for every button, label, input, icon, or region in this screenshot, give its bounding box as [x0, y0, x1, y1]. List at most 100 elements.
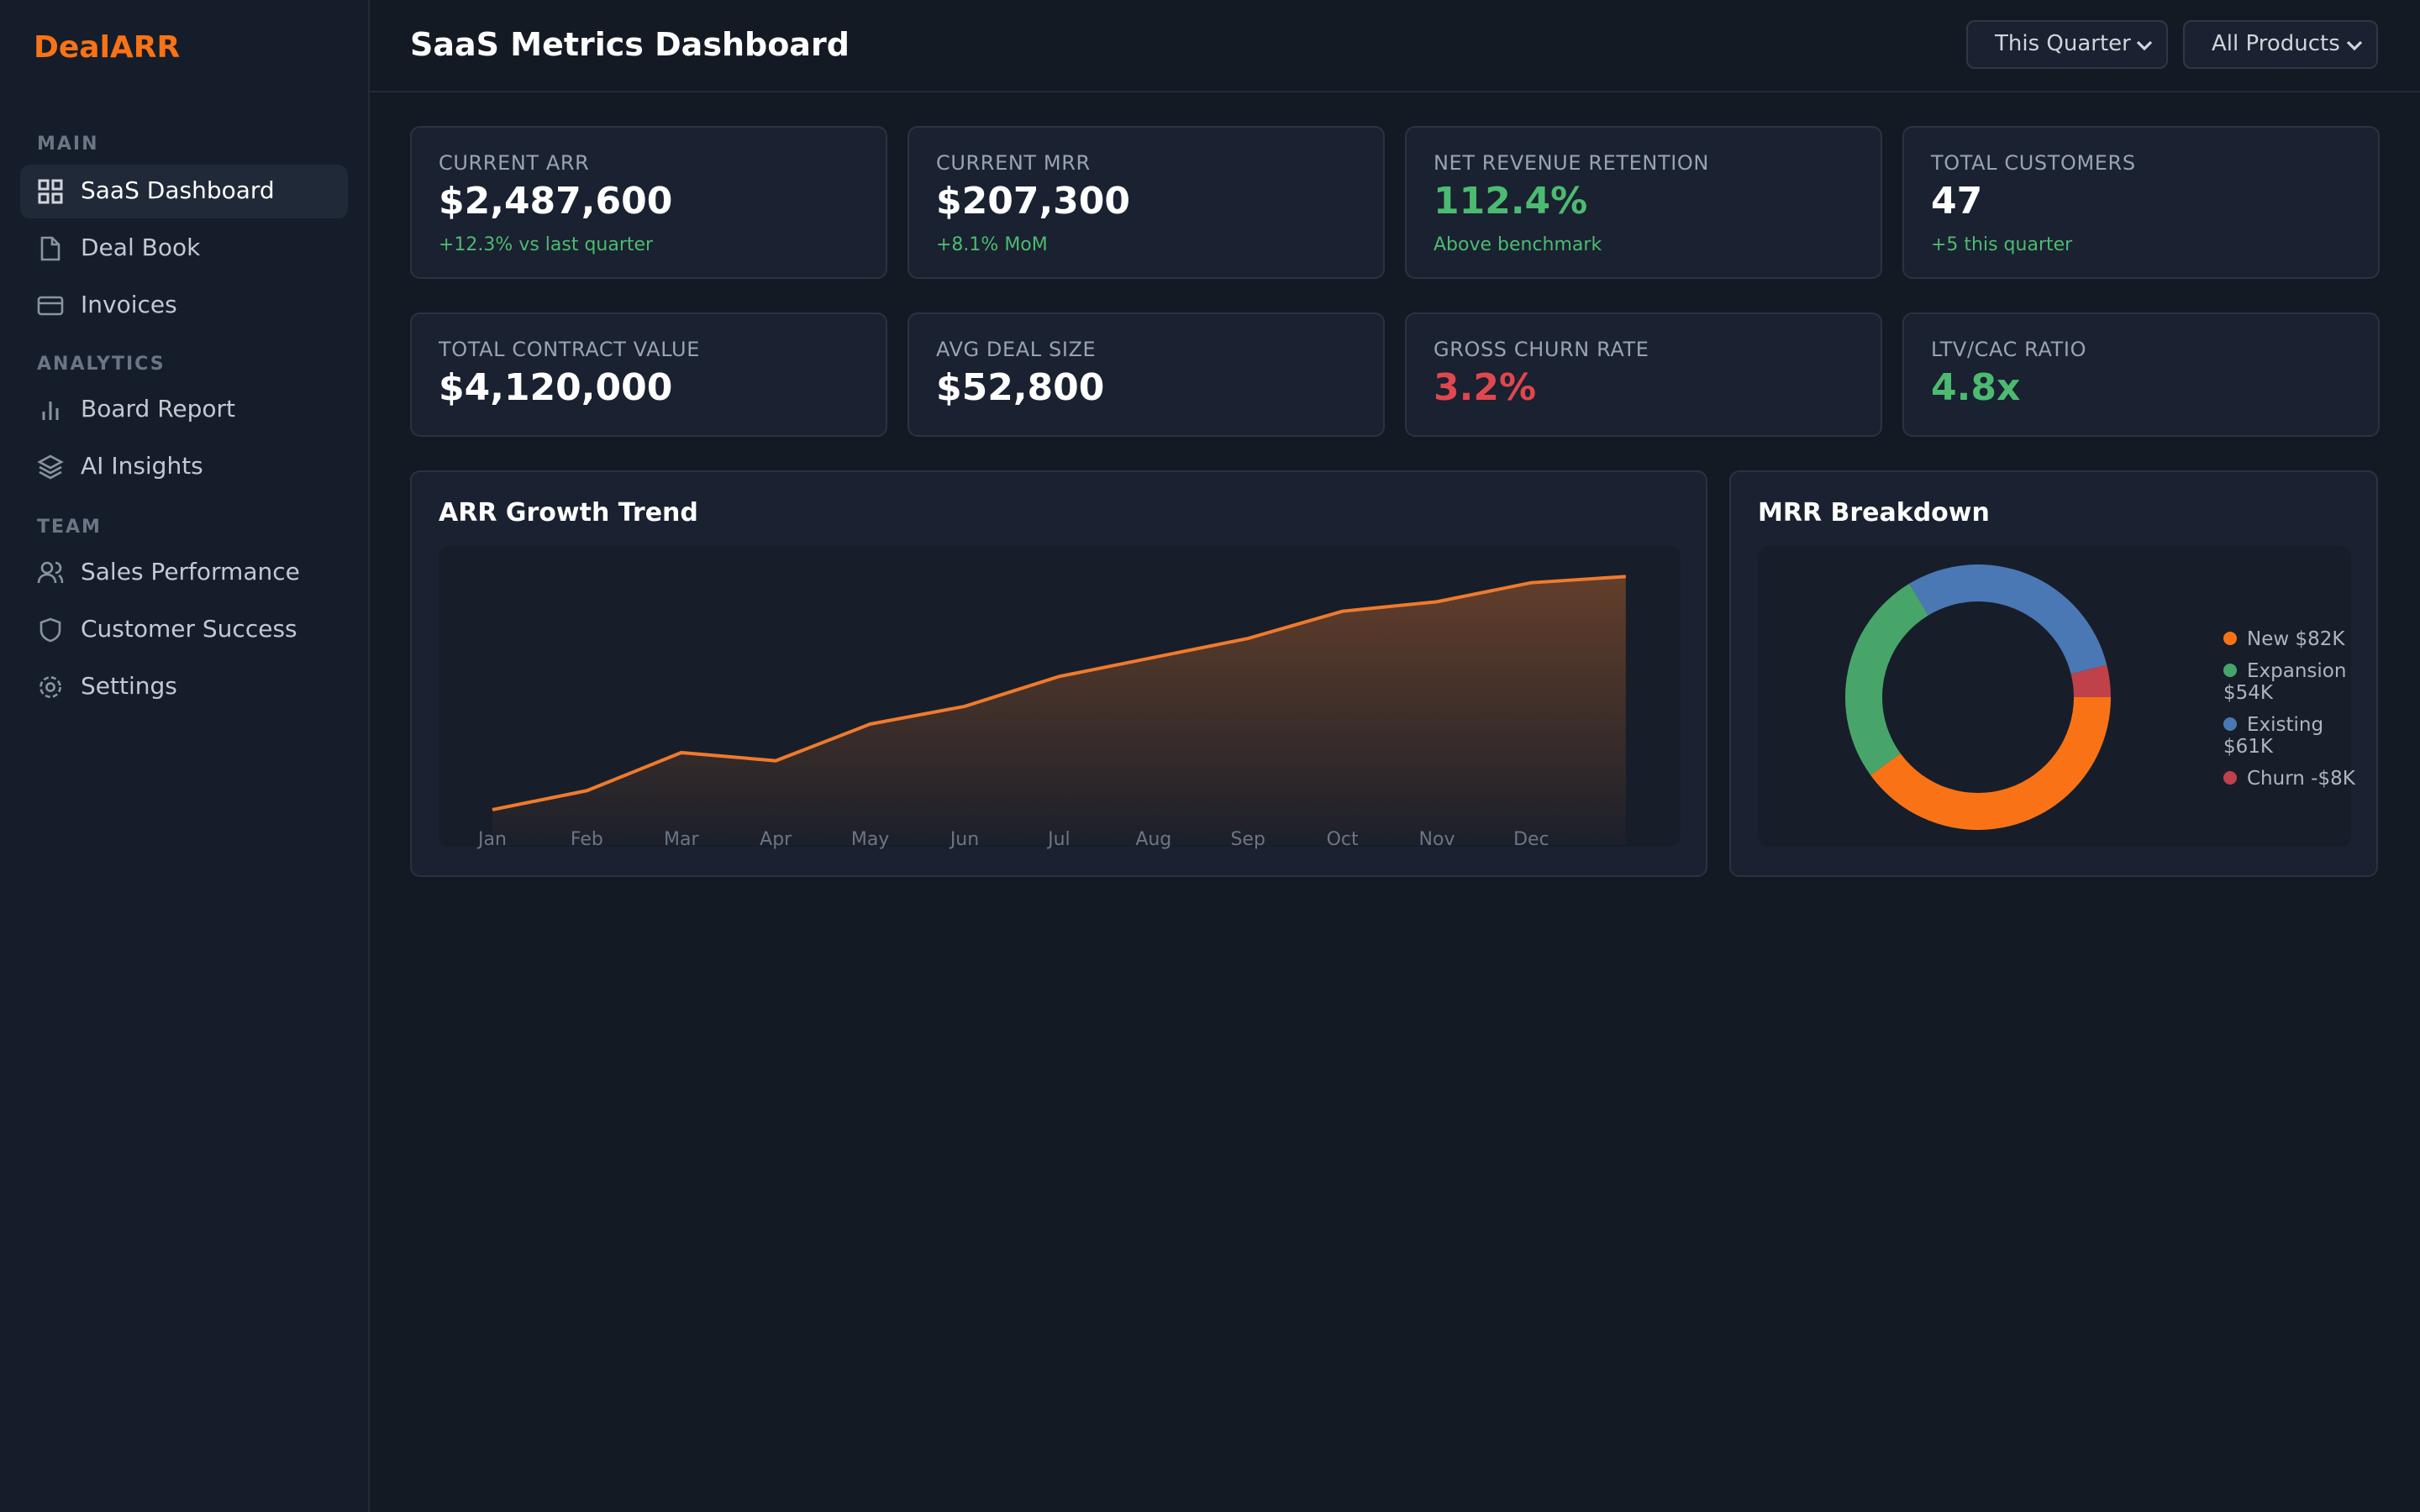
page-title: SaaS Metrics Dashboard [410, 27, 850, 64]
legend-value: $61K [2223, 734, 2273, 758]
legend-item: Expansion $54K [2223, 659, 2365, 704]
kpi-card: LTV/CAC RATIO 4.8x [1902, 312, 2380, 437]
kpi-card: AVG DEAL SIZE $52,800 [908, 312, 1385, 437]
x-tick-label: Mar [664, 829, 699, 850]
icon [37, 561, 64, 584]
kpi-label: NET REVENUE RETENTION [1434, 151, 1709, 175]
section-title: ANALYTICS [37, 353, 166, 375]
nav-label: Sales Performance [81, 559, 300, 586]
kpi-value: $52,800 [936, 368, 1105, 410]
kpi-note: +12.3% vs last quarter [439, 234, 654, 255]
x-tick-label: Nov [1419, 829, 1455, 850]
legend-item: Existing $61K [2223, 712, 2365, 758]
kpi-note: +8.1% MoM [936, 234, 1048, 255]
chevron [2346, 39, 2363, 50]
filter-select[interactable]: All Products [2183, 20, 2378, 69]
select-label: All Products [2212, 32, 2340, 57]
nav-item[interactable]: AI Insights [20, 440, 348, 494]
kpi-value: $2,487,600 [439, 181, 673, 223]
x-tick-label: Feb [571, 829, 603, 850]
icon [37, 296, 64, 316]
kpi-value: 47 [1931, 181, 1983, 223]
filter-select[interactable]: This Quarter [1966, 20, 2168, 69]
kpi-note: Above benchmark [1434, 234, 1602, 255]
legend-name: New [2247, 627, 2290, 650]
kpi-card: CURRENT ARR $2,487,600 +12.3% vs last quar… [410, 126, 887, 279]
x-tick-label: Jun [949, 829, 979, 850]
kpi-card: NET REVENUE RETENTION 112.4% Above benchma… [1405, 126, 1882, 279]
kpi-value: $4,120,000 [439, 368, 673, 410]
select-label: This Quarter [1995, 32, 2131, 57]
icon [42, 402, 59, 420]
header: SaaS Metrics Dashboard This Quarter All … [370, 0, 2420, 92]
donut-segment [1845, 583, 1928, 775]
x-tick-label: Sep [1230, 829, 1265, 850]
logo[interactable]: DealARR [34, 30, 181, 66]
donut-segment [1870, 697, 2111, 830]
kpi-value: $207,300 [936, 181, 1131, 223]
nav-item[interactable]: Settings [20, 660, 348, 714]
kpi-value: 3.2% [1434, 368, 1537, 410]
kpi-label: TOTAL CUSTOMERS [1931, 151, 2136, 175]
chart-title: MRR Breakdown [1758, 497, 1990, 528]
icon [39, 617, 61, 643]
kpi-card: TOTAL CONTRACT VALUE $4,120,000 [410, 312, 887, 437]
donut-segment [1909, 564, 2107, 675]
x-tick-label: Dec [1513, 829, 1549, 850]
section-title: TEAM [37, 516, 102, 538]
icon [37, 454, 64, 480]
x-tick-label: Jan [476, 829, 507, 850]
nav-item[interactable]: Board Report [20, 383, 348, 437]
kpi-card: GROSS CHURN RATE 3.2% [1405, 312, 1882, 437]
sidebar: DealARR MAIN SaaS Dashboard Deal Book In… [0, 0, 370, 1512]
nav-label: Settings [81, 674, 177, 701]
nav-label: Board Report [81, 396, 236, 423]
area [492, 576, 1626, 845]
legend-value: -$8K [2311, 766, 2355, 790]
legend-item: Churn -$8K [2223, 766, 2365, 790]
nav-label: SaaS Dashboard [81, 178, 275, 205]
chevron [2136, 39, 2153, 50]
nav-item[interactable]: Customer Success [20, 603, 348, 657]
kpi-label: GROSS CHURN RATE [1434, 338, 1649, 361]
kpi-label: AVG DEAL SIZE [936, 338, 1097, 361]
nav-label: Customer Success [81, 617, 297, 643]
legend-item: New $82K [2223, 627, 2365, 650]
icon [40, 236, 60, 261]
x-tick-label: Oct [1327, 829, 1359, 850]
kpi-card: CURRENT MRR $207,300 +8.1% MoM [908, 126, 1385, 279]
nav-item[interactable]: Invoices [20, 279, 348, 333]
legend-swatch [2223, 664, 2237, 677]
legend-swatch [2223, 771, 2237, 785]
section-title: MAIN [37, 133, 99, 155]
donut-segment [2070, 664, 2111, 697]
kpi-label: CURRENT MRR [936, 151, 1091, 175]
nav-item[interactable]: Deal Book [20, 222, 348, 276]
legend-name: Churn [2247, 766, 2305, 790]
nav-label: AI Insights [81, 454, 203, 480]
legend-swatch [2223, 717, 2237, 731]
legend-swatch [2223, 632, 2237, 645]
legend-name: Existing [2247, 712, 2324, 736]
kpi-value: 4.8x [1931, 368, 2021, 410]
kpi-card: TOTAL CUSTOMERS 47 +5 this quarter [1902, 126, 2380, 279]
nav-label: Invoices [81, 292, 177, 319]
icon [38, 179, 63, 204]
legend-value: $54K [2223, 680, 2273, 704]
x-tick-label: Apr [760, 829, 792, 850]
icon [39, 676, 61, 698]
kpi-note: +5 this quarter [1931, 234, 2073, 255]
kpi-label: TOTAL CONTRACT VALUE [439, 338, 700, 361]
line [492, 575, 1626, 811]
kpi-label: CURRENT ARR [439, 151, 590, 175]
kpi-label: LTV/CAC RATIO [1931, 338, 2087, 361]
nav-item[interactable]: Sales Performance [20, 546, 348, 600]
x-tick-label: May [851, 829, 889, 850]
nav-label: Deal Book [81, 235, 201, 262]
x-tick-label: Jul [1046, 829, 1071, 850]
nav-item[interactable]: SaaS Dashboard [20, 165, 348, 218]
kpi-value: 112.4% [1434, 181, 1588, 223]
